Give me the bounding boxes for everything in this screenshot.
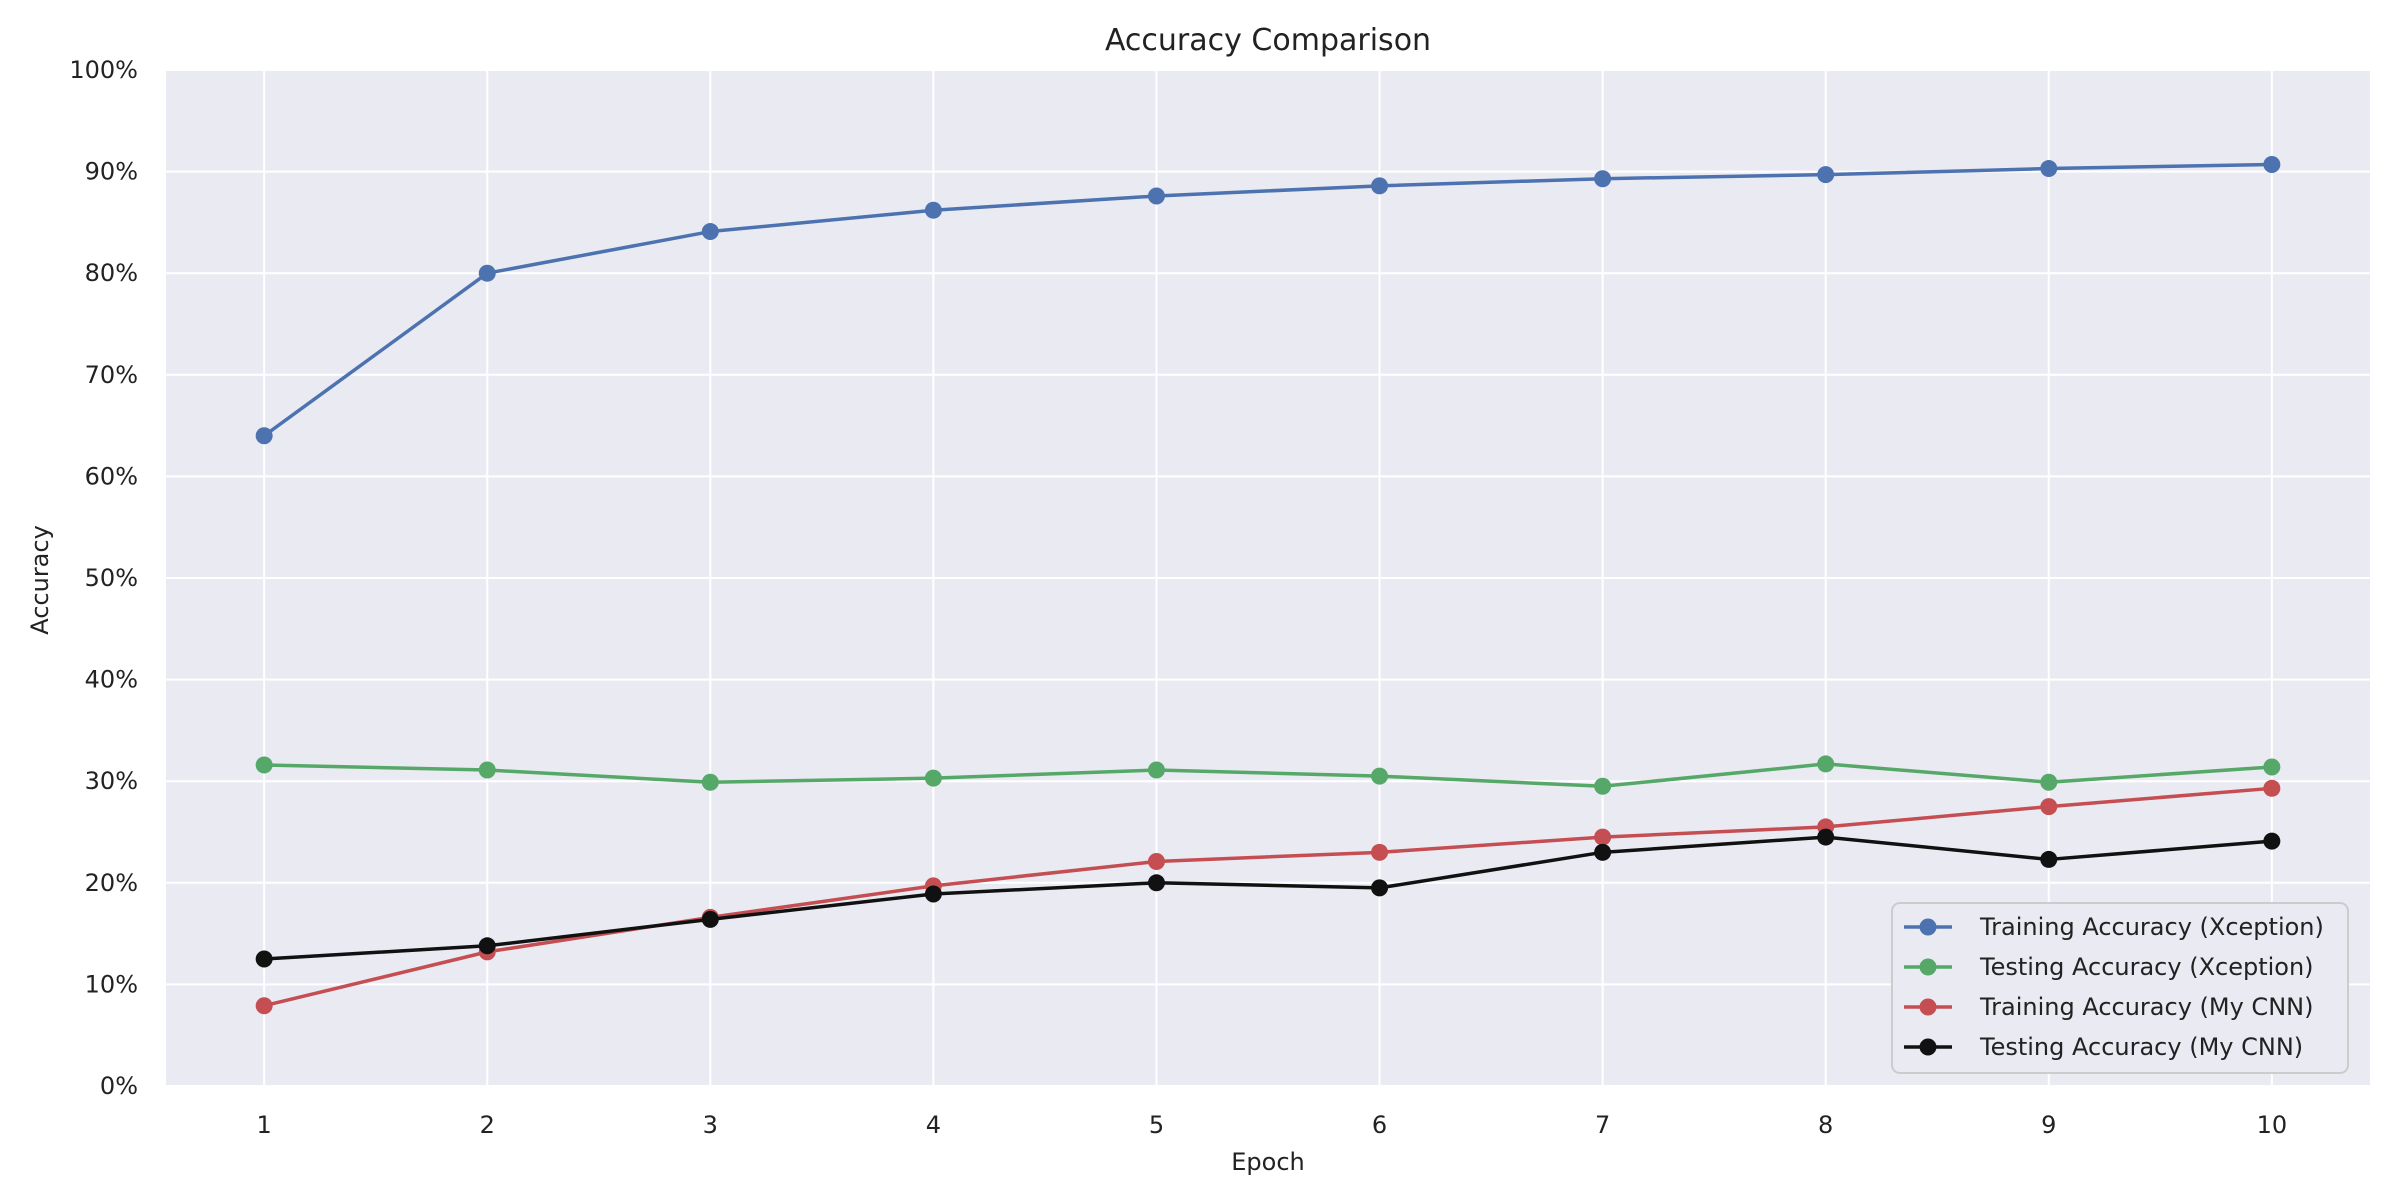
series-point bbox=[924, 201, 942, 219]
y-tick-label: 0% bbox=[100, 1072, 138, 1100]
series-point bbox=[255, 427, 273, 445]
series-point bbox=[1371, 177, 1389, 195]
x-tick-label: 4 bbox=[926, 1111, 941, 1139]
series-point bbox=[1147, 852, 1165, 870]
grid-layer bbox=[166, 69, 2370, 1087]
legend-marker bbox=[1919, 918, 1937, 936]
y-tick-label: 30% bbox=[85, 767, 138, 795]
series-point bbox=[1371, 843, 1389, 861]
x-tick-label: 1 bbox=[257, 1111, 272, 1139]
x-tick-label: 10 bbox=[2257, 1111, 2288, 1139]
x-tick-label: 2 bbox=[480, 1111, 495, 1139]
legend-marker bbox=[1919, 998, 1937, 1016]
series-point bbox=[2263, 779, 2281, 797]
series-point bbox=[2040, 160, 2058, 178]
series-line bbox=[262, 762, 2274, 789]
x-tick-label: 8 bbox=[1818, 1111, 1833, 1139]
legend-label: Testing Accuracy (Xception) bbox=[1979, 953, 2314, 981]
series-point bbox=[2040, 798, 2058, 816]
series-point bbox=[2263, 155, 2281, 173]
y-axis-label: Accuracy bbox=[26, 525, 54, 635]
series-point bbox=[1594, 777, 1612, 795]
series-line bbox=[262, 162, 2274, 438]
y-tick-label: 60% bbox=[85, 462, 138, 490]
y-tick-label: 70% bbox=[85, 361, 138, 389]
series-point bbox=[701, 773, 719, 791]
series-line bbox=[262, 835, 2274, 961]
series-line bbox=[262, 786, 2274, 1008]
series-point bbox=[478, 937, 496, 955]
series-point bbox=[924, 769, 942, 787]
series-point bbox=[1371, 767, 1389, 785]
series-group bbox=[255, 155, 2281, 445]
series-point bbox=[1147, 874, 1165, 892]
y-tick-label: 80% bbox=[85, 259, 138, 287]
legend-label: Testing Accuracy (My CNN) bbox=[1979, 1033, 2303, 1061]
series-point bbox=[1594, 843, 1612, 861]
series-group bbox=[255, 828, 2281, 968]
x-tick-label: 7 bbox=[1595, 1111, 1610, 1139]
series-point bbox=[478, 264, 496, 282]
y-tick-label: 100% bbox=[69, 56, 138, 84]
x-tick-label: 3 bbox=[703, 1111, 718, 1139]
legend-box bbox=[1891, 902, 2349, 1074]
legend-marker bbox=[1919, 958, 1937, 976]
series-point bbox=[1817, 755, 1835, 773]
series-point bbox=[1817, 166, 1835, 184]
y-tick-label: 20% bbox=[85, 869, 138, 897]
series-point bbox=[2263, 832, 2281, 850]
series-point bbox=[701, 223, 719, 241]
tick-layer: 0% 10% 20% 30% 40% 50% 60% 70% 80% 90% 100% 1 2 3 4 5 6 7… bbox=[69, 56, 2287, 1139]
y-tick-label: 40% bbox=[85, 666, 138, 694]
series-point bbox=[1817, 828, 1835, 846]
series-point bbox=[1594, 828, 1612, 846]
series-point bbox=[924, 885, 942, 903]
x-tick-label: 9 bbox=[2041, 1111, 2056, 1139]
series-point bbox=[255, 997, 273, 1015]
legend-label: Training Accuracy (My CNN) bbox=[1979, 993, 2313, 1021]
series-point bbox=[2040, 773, 2058, 791]
series-point bbox=[1594, 170, 1612, 188]
legend-layer: Training Accuracy (Xception) Testing Accu… bbox=[1891, 902, 2349, 1074]
legend-marker bbox=[1919, 1038, 1937, 1056]
series-point bbox=[2040, 850, 2058, 868]
series-layer bbox=[255, 155, 2281, 1015]
y-tick-label: 10% bbox=[85, 970, 138, 998]
series-point bbox=[478, 761, 496, 779]
series-point bbox=[701, 910, 719, 928]
series-point bbox=[1371, 879, 1389, 897]
series-point bbox=[2263, 758, 2281, 776]
series-point bbox=[1147, 187, 1165, 205]
legend-label: Training Accuracy (Xception) bbox=[1979, 913, 2324, 941]
y-tick-label: 90% bbox=[85, 158, 138, 186]
x-axis-label: Epoch bbox=[1231, 1148, 1305, 1176]
x-tick-label: 5 bbox=[1149, 1111, 1164, 1139]
series-point bbox=[1147, 761, 1165, 779]
series-group bbox=[255, 755, 2281, 795]
series-point bbox=[255, 756, 273, 774]
x-tick-label: 6 bbox=[1372, 1111, 1387, 1139]
series-point bbox=[255, 950, 273, 968]
y-tick-label: 50% bbox=[85, 564, 138, 592]
chart-title: Accuracy Comparison bbox=[1105, 23, 1431, 58]
